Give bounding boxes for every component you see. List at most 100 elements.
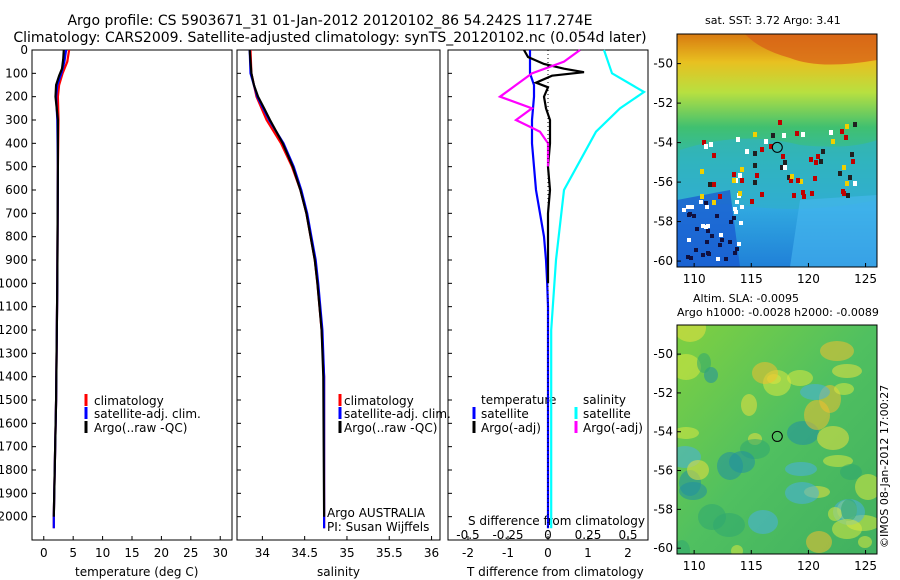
difference-series-s-argo-adj- bbox=[497, 49, 581, 167]
temperature-series-argo bbox=[52, 49, 65, 517]
depth-tick-label: 100 bbox=[5, 66, 28, 80]
sst-y-tick-label: -58 bbox=[653, 215, 673, 229]
sst-x-tick-label: 110 bbox=[683, 272, 706, 286]
salinity-x-tick-label: 34 bbox=[255, 546, 270, 560]
depth-tick-label: 900 bbox=[5, 253, 28, 267]
temperature-series-climatology bbox=[52, 49, 71, 529]
sst-x-tick-label: 125 bbox=[854, 272, 877, 286]
temperature-x-tick-label: 30 bbox=[213, 546, 228, 560]
legend-sal-sat-label: satellite-adj. clim. bbox=[344, 407, 451, 421]
legend-ds-argo-label: Argo(-adj) bbox=[583, 421, 643, 435]
x-axis-label-salinity: salinity bbox=[317, 565, 360, 579]
sla-x-tick-label: 110 bbox=[683, 559, 706, 573]
depth-tick-label: 1800 bbox=[0, 463, 28, 477]
temperature-panel-frame bbox=[31, 49, 233, 541]
difference-series-s-satellite bbox=[550, 49, 647, 529]
sst-cloud-pixels bbox=[682, 120, 857, 261]
temperature-x-tick-label: 0 bbox=[40, 546, 48, 560]
x-axis-label-difference: T difference from climatology bbox=[466, 565, 644, 579]
depth-tick-label: 500 bbox=[5, 160, 28, 174]
depth-tick-label: 1900 bbox=[0, 486, 28, 500]
salinity-panel-frame bbox=[236, 49, 441, 541]
depth-tick-label: 1000 bbox=[0, 276, 28, 290]
salinity-series-climatology bbox=[249, 49, 326, 529]
sla-x-tick-label: 120 bbox=[797, 559, 820, 573]
depth-tick-label: 1300 bbox=[0, 346, 28, 360]
top-axis-label: S difference from climatology bbox=[468, 514, 645, 528]
difference-x-tick-label: 0 bbox=[544, 546, 552, 560]
temperature-x-tick-label: 15 bbox=[124, 546, 139, 560]
depth-tick-label: 1700 bbox=[0, 440, 28, 454]
chart-title-line1: Argo profile: CS 5903671_31 01-Jan-2012 … bbox=[67, 13, 593, 29]
depth-tick-label: 800 bbox=[5, 230, 28, 244]
sst-y-tick-label: -52 bbox=[653, 96, 673, 110]
sst-y-tick-label: -54 bbox=[653, 136, 673, 150]
depth-tick-label: 1600 bbox=[0, 416, 28, 430]
depth-tick-label: 600 bbox=[5, 183, 28, 197]
depth-tick-label: 200 bbox=[5, 90, 28, 104]
sla-map-image bbox=[677, 325, 877, 554]
annotation-argo-australia: Argo AUSTRALIA bbox=[327, 506, 426, 520]
credit-text: ©IMOS 08-Jan-2012 17:00:27 bbox=[878, 385, 891, 548]
legend-ds-sat-label: satellite bbox=[583, 407, 631, 421]
legend-header-salinity: salinity bbox=[583, 393, 626, 407]
salinity-x-tick-label: 36 bbox=[424, 546, 439, 560]
depth-tick-label: 1100 bbox=[0, 300, 28, 314]
top-axis-tick-label: 0 bbox=[544, 528, 552, 542]
depth-tick-label: 400 bbox=[5, 136, 28, 150]
legend-header-temperature: temperature bbox=[481, 393, 556, 407]
temperature-x-tick-label: 10 bbox=[95, 546, 110, 560]
sla-map-frame bbox=[676, 324, 878, 555]
legend-dt-sat-label: satellite bbox=[481, 407, 529, 421]
legend-sal-clim-label: climatology bbox=[344, 394, 414, 408]
sst-y-tick-label: -50 bbox=[653, 57, 673, 71]
sst-y-tick-label: -56 bbox=[653, 175, 673, 189]
sla-y-tick-label: -60 bbox=[653, 541, 673, 555]
sla-x-tick-label: 125 bbox=[854, 559, 877, 573]
depth-tick-label: 1500 bbox=[0, 393, 28, 407]
depth-tick-label: 300 bbox=[5, 113, 28, 127]
salinity-series-argo bbox=[248, 49, 326, 517]
legend-temp-sat-label: satellite-adj. clim. bbox=[94, 407, 201, 421]
annotation-pi-name: PI: Susan Wijffels bbox=[327, 520, 429, 534]
top-axis-tick-label: 0.5 bbox=[618, 528, 637, 542]
salinity-x-tick-label: 34.5 bbox=[291, 546, 318, 560]
top-axis-tick-label: -0.25 bbox=[492, 528, 523, 542]
salinity-x-tick-label: 35 bbox=[339, 546, 354, 560]
depth-tick-label: 700 bbox=[5, 206, 28, 220]
sla-map-title-line2: Argo h1000: -0.0028 h2000: -0.0089 bbox=[677, 306, 879, 319]
sla-y-tick-label: -52 bbox=[653, 386, 673, 400]
sst-map-frame bbox=[676, 33, 878, 268]
top-axis-tick-label: 0.25 bbox=[575, 528, 602, 542]
x-axis-label-temperature: temperature (deg C) bbox=[75, 565, 198, 579]
difference-x-tick-label: 2 bbox=[624, 546, 632, 560]
legend-sal-argo-label: Argo(..raw -QC) bbox=[344, 421, 437, 435]
sla-y-tick-label: -56 bbox=[653, 464, 673, 478]
sst-x-tick-label: 120 bbox=[797, 272, 820, 286]
sst-x-tick-label: 115 bbox=[740, 272, 763, 286]
sla-y-tick-label: -58 bbox=[653, 502, 673, 516]
salinity-series-satellite-adj-clim- bbox=[248, 49, 326, 529]
temperature-x-tick-label: 5 bbox=[69, 546, 77, 560]
depth-tick-label: 1400 bbox=[0, 370, 28, 384]
difference-series-t-argo-adj- bbox=[523, 49, 585, 284]
difference-x-tick-label: 1 bbox=[584, 546, 592, 560]
sst-map-title: sat. SST: 3.72 Argo: 3.41 bbox=[705, 14, 841, 27]
difference-x-tick-label: -2 bbox=[462, 546, 474, 560]
chart-title-line2: Climatology: CARS2009. Satellite-adjuste… bbox=[13, 30, 647, 46]
legend-dt-argo-label: Argo(-adj) bbox=[481, 421, 541, 435]
sla-y-tick-label: -50 bbox=[653, 347, 673, 361]
sst-argo-location-marker bbox=[771, 141, 783, 153]
salinity-x-tick-label: 35.5 bbox=[376, 546, 403, 560]
legend-temp-clim-label: climatology bbox=[94, 394, 164, 408]
difference-x-tick-label: -1 bbox=[502, 546, 514, 560]
sst-y-tick-label: -60 bbox=[653, 254, 673, 268]
temperature-x-tick-label: 25 bbox=[183, 546, 198, 560]
depth-tick-label: 0 bbox=[20, 43, 28, 57]
depth-tick-label: 2000 bbox=[0, 510, 28, 524]
sla-map-title-line1: Altim. SLA: -0.0095 bbox=[693, 292, 799, 305]
sla-y-tick-label: -54 bbox=[653, 425, 673, 439]
temperature-x-tick-label: 20 bbox=[154, 546, 169, 560]
sst-map-image bbox=[677, 34, 877, 267]
